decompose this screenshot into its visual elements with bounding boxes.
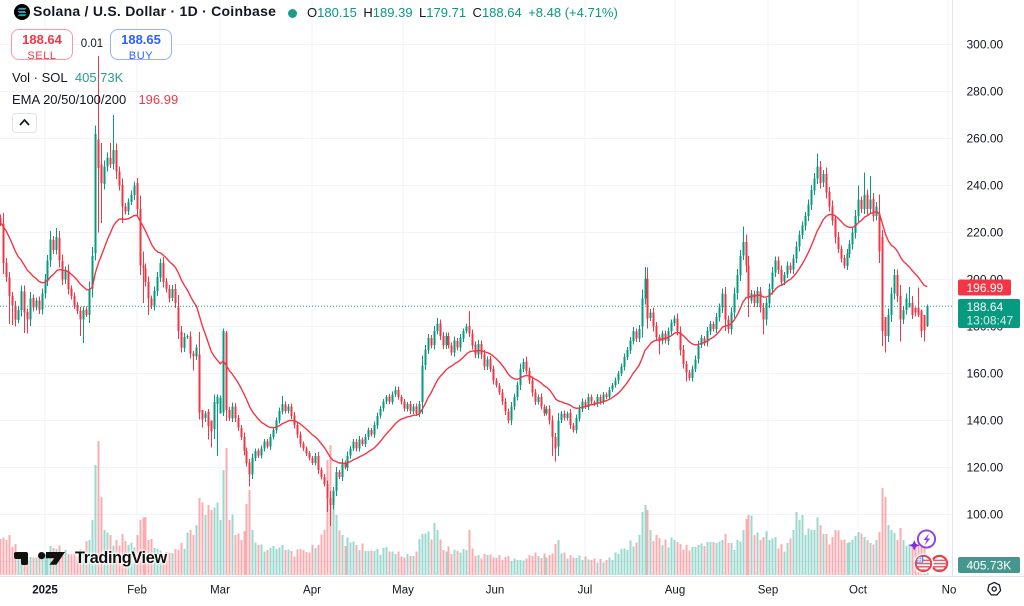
svg-text:13:08:47: 13:08:47 — [967, 314, 1014, 328]
svg-text:May: May — [392, 585, 414, 597]
svg-text:Feb: Feb — [127, 585, 147, 597]
svg-text:140.00: 140.00 — [967, 414, 1004, 428]
svg-text:260.00: 260.00 — [967, 132, 1004, 146]
svg-text:Apr: Apr — [303, 585, 321, 597]
svg-text:280.00: 280.00 — [967, 85, 1004, 99]
svg-text:188.64: 188.64 — [967, 300, 1004, 314]
svg-text:220.00: 220.00 — [967, 226, 1004, 240]
svg-text:Oct: Oct — [849, 585, 868, 597]
svg-text:100.00: 100.00 — [967, 508, 1004, 522]
svg-text:Mar: Mar — [210, 585, 230, 597]
svg-text:160.00: 160.00 — [967, 367, 1004, 381]
svg-text:196.99: 196.99 — [967, 281, 1004, 295]
svg-text:No: No — [942, 585, 957, 597]
svg-text:120.00: 120.00 — [967, 461, 1004, 475]
svg-text:Jul: Jul — [578, 585, 593, 597]
svg-text:240.00: 240.00 — [967, 179, 1004, 193]
svg-text:Jun: Jun — [486, 585, 505, 597]
svg-text:2025: 2025 — [32, 585, 58, 597]
svg-text:300.00: 300.00 — [967, 38, 1004, 52]
svg-text:Aug: Aug — [665, 585, 685, 597]
svg-text:Sep: Sep — [758, 585, 778, 597]
svg-text:405.73K: 405.73K — [967, 559, 1012, 573]
